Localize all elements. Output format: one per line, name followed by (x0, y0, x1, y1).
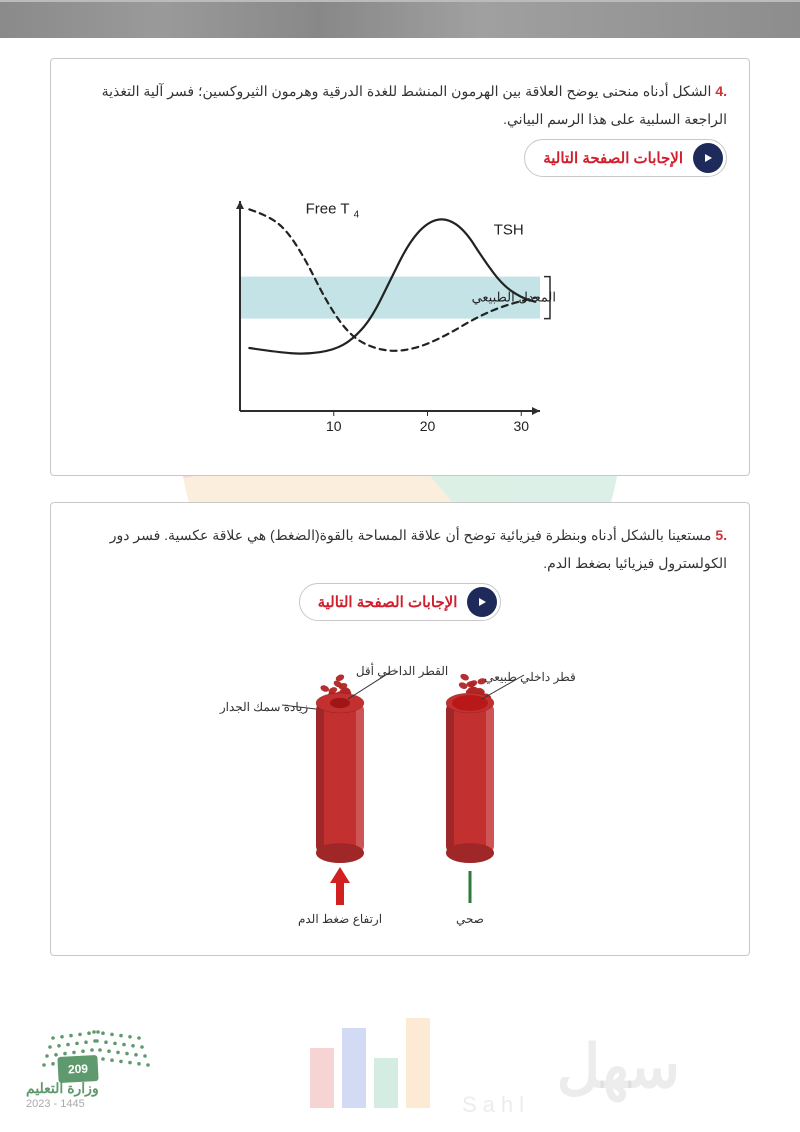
tsh-chart: المعدل الطبيعي102030Free T4TSH (190, 191, 610, 451)
watermark-text: سهل (557, 1032, 680, 1102)
footer-date: 2023 - 1445 (26, 1098, 166, 1110)
svg-text:قطر داخلي طبيعي: قطر داخلي طبيعي (484, 670, 576, 684)
ministry-label: وزارة التعليم (26, 1080, 166, 1097)
q5-answer-badge[interactable]: الإجابات الصفحة التالية (299, 583, 502, 621)
play-icon (467, 587, 497, 617)
header-bar (0, 0, 800, 38)
page-content: .4 الشكل أدناه منحنى يوضح العلاقة بين ال… (0, 38, 800, 956)
q5-number: .5 (715, 527, 727, 543)
question-5-text: .5 مستعينا بالشكل أدناه وبنظرة فيزيائية … (73, 521, 727, 577)
watermark-bars-icon (310, 1018, 460, 1108)
q4-answer-badge[interactable]: الإجابات الصفحة التالية (524, 139, 727, 177)
watermark-subtext: Sahl (462, 1092, 530, 1118)
svg-text:ارتفاع ضغط الدم: ارتفاع ضغط الدم (298, 912, 382, 926)
svg-text:Free T: Free T (306, 200, 350, 217)
q4-body: الشكل أدناه منحنى يوضح العلاقة بين الهرم… (102, 83, 727, 127)
play-icon (693, 143, 723, 173)
svg-text:30: 30 (513, 418, 529, 434)
svg-text:20: 20 (420, 418, 436, 434)
q4-number: .4 (715, 83, 727, 99)
svg-text:صحي: صحي (456, 912, 484, 926)
page-number-badge: 209 (57, 1055, 98, 1083)
svg-text:4: 4 (354, 209, 360, 220)
vessels-diagram: قطر داخلي طبيعيالقطر الداخلي أقلزيادة سم… (170, 631, 630, 931)
svg-text:القطر الداخلي أقل: القطر الداخلي أقل (356, 663, 448, 678)
q5-body: مستعينا بالشكل أدناه وبنظرة فيزيائية توض… (110, 527, 727, 571)
question-5-box: .5 مستعينا بالشكل أدناه وبنظرة فيزيائية … (50, 502, 750, 956)
question-4-text: .4 الشكل أدناه منحنى يوضح العلاقة بين ال… (73, 77, 727, 133)
svg-text:10: 10 (326, 418, 342, 434)
svg-text:TSH: TSH (494, 222, 524, 239)
question-4-box: .4 الشكل أدناه منحنى يوضح العلاقة بين ال… (50, 58, 750, 476)
q4-answer-text: الإجابات الصفحة التالية (543, 149, 683, 167)
q5-answer-text: الإجابات الصفحة التالية (318, 593, 458, 611)
